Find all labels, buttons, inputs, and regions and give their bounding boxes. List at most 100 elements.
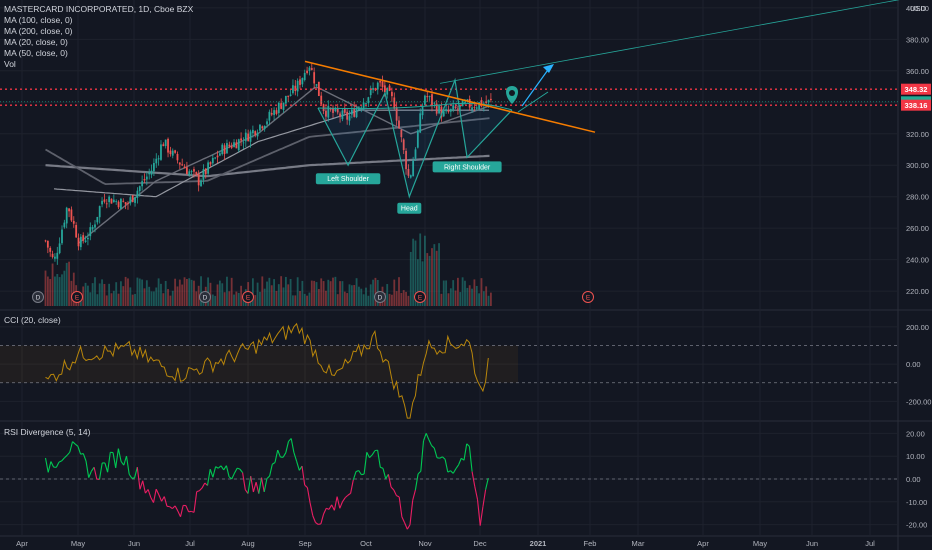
candle-body xyxy=(412,160,415,177)
candle-body xyxy=(480,100,483,107)
rsi-segment xyxy=(172,505,176,509)
candle-body xyxy=(421,106,424,116)
rsi-segment xyxy=(358,470,362,476)
volume-bar xyxy=(289,279,292,306)
cci-axis-label: 0.00 xyxy=(906,360,921,369)
volume-bar xyxy=(294,295,297,306)
candle-body xyxy=(155,158,158,164)
volume-bar xyxy=(435,250,438,306)
main-legend: MASTERCARD INCORPORATED, 1D, Cboe BZX MA… xyxy=(4,4,193,70)
candle-body xyxy=(87,237,89,240)
volume-bar xyxy=(426,253,429,306)
candle-body xyxy=(327,105,330,118)
volume-bar xyxy=(110,293,113,306)
volume-bar xyxy=(482,291,485,306)
candle-body xyxy=(235,142,238,149)
rsi-segment xyxy=(223,465,227,471)
rsi-segment xyxy=(150,497,154,503)
volume-bar xyxy=(122,286,125,306)
volume-bar xyxy=(195,291,198,306)
candle-body xyxy=(72,220,75,224)
rsi-segment xyxy=(215,466,219,469)
rsi-segment xyxy=(401,516,406,523)
pattern-neckline xyxy=(317,102,513,111)
candle-body xyxy=(445,109,448,112)
volume-bar xyxy=(442,280,445,306)
volume-bar xyxy=(226,276,228,306)
rsi-segment xyxy=(398,496,403,517)
volume-bar xyxy=(480,278,483,306)
volume-bar xyxy=(235,291,238,306)
rsi-segment xyxy=(455,464,460,470)
candle-body xyxy=(457,108,459,110)
volume-bar xyxy=(120,281,122,306)
volume-bar xyxy=(459,292,462,306)
volume-bar xyxy=(181,284,184,306)
rsi-segment xyxy=(255,482,260,494)
volume-bar xyxy=(461,277,464,306)
candle-body xyxy=(452,105,455,110)
rsi-segment xyxy=(301,465,306,486)
candle-body xyxy=(270,112,273,115)
volume-bar xyxy=(162,293,165,306)
volume-bar xyxy=(306,295,308,306)
rsi-segment xyxy=(336,496,341,509)
rsi-segment xyxy=(125,455,130,475)
rsi-segment xyxy=(390,486,395,491)
volume-bar xyxy=(440,293,443,306)
volume-bar xyxy=(414,240,417,306)
rsi-axis-label: 0.00 xyxy=(906,475,921,484)
volume-bar xyxy=(174,278,177,306)
candle-body xyxy=(391,91,393,97)
volume-bar xyxy=(138,278,141,306)
time-axis-label: Apr xyxy=(697,539,709,548)
volume-bar xyxy=(171,290,174,306)
candle-body xyxy=(157,158,160,160)
rsi-segment xyxy=(55,461,60,468)
candle-body xyxy=(143,179,146,181)
rsi-segment xyxy=(315,522,319,525)
candle-body xyxy=(112,199,115,203)
rsi-segment xyxy=(161,496,165,502)
candle-body xyxy=(449,109,452,112)
candle-body xyxy=(218,153,221,156)
price-axis-label: 400.00 xyxy=(906,4,929,13)
volume-bar xyxy=(296,277,299,306)
volume-bar xyxy=(160,283,162,306)
rsi-segment xyxy=(474,486,479,500)
right-shoulder-label: Right Shoulder xyxy=(444,164,491,171)
volume-bar xyxy=(209,282,212,306)
candle-body xyxy=(51,253,54,258)
candle-body xyxy=(424,95,426,105)
volume-bar xyxy=(336,294,339,306)
volume-bar xyxy=(348,284,351,306)
price-axis-label: 380.00 xyxy=(906,35,929,44)
rsi-axis-label: -20.00 xyxy=(906,521,927,530)
volume-bar xyxy=(164,280,167,306)
candle-body xyxy=(226,143,228,154)
event-marker-letter: E xyxy=(418,295,423,302)
rsi-segment xyxy=(177,510,181,517)
candle-body xyxy=(369,88,372,96)
candle-body xyxy=(127,203,129,205)
rsi-segment xyxy=(447,470,451,473)
volume-bar xyxy=(176,286,179,306)
rsi-segment xyxy=(69,441,74,453)
volume-bar xyxy=(466,287,469,306)
candle-body xyxy=(341,110,344,120)
time-axis-label: 2021 xyxy=(530,539,547,548)
volume-bar xyxy=(395,291,398,306)
candle-body xyxy=(280,103,283,109)
volume-bar xyxy=(346,293,349,306)
time-axis-label: Oct xyxy=(360,539,373,548)
volume-bar xyxy=(464,280,466,306)
volume-bar xyxy=(339,281,341,306)
trend-line xyxy=(304,60,596,133)
candle-body xyxy=(58,243,61,254)
volume-bar xyxy=(468,285,471,306)
volume-bar xyxy=(320,278,323,306)
candle-body xyxy=(207,162,210,174)
volume-bar xyxy=(211,294,214,306)
candle-body xyxy=(105,203,108,205)
price-axis-label: 260.00 xyxy=(906,224,929,233)
